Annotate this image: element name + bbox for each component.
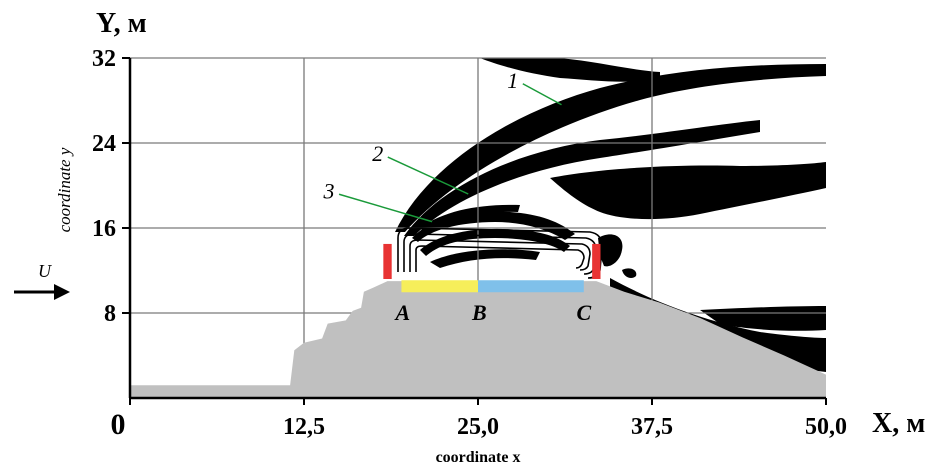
x-tick-label: 25,0 — [457, 414, 499, 440]
x-axis-unit-label: X, м — [872, 408, 925, 439]
walls — [383, 243, 601, 279]
point-label: A — [393, 300, 410, 325]
y-tick-label: 32 — [92, 46, 116, 72]
band-upper — [395, 64, 826, 232]
band-blob-c — [598, 234, 623, 267]
x-tick-label: 0 — [111, 408, 126, 441]
point-label: B — [471, 300, 487, 325]
wall — [383, 243, 392, 279]
streamline — [409, 239, 591, 272]
point-labels: A B C — [393, 300, 591, 325]
x-tick-label: 12,5 — [283, 414, 325, 440]
segments — [401, 280, 584, 293]
y-tick-label: 8 — [104, 301, 116, 327]
point-label: C — [576, 300, 591, 325]
plot-area — [128, 57, 826, 400]
curve-leader-line — [522, 83, 562, 106]
curve-label: 1 — [507, 68, 518, 93]
y-axis-title: coordinate y — [55, 147, 74, 232]
curve-leader-line — [387, 156, 469, 195]
y-tick-label: 16 — [92, 216, 116, 242]
curve-leader-line — [338, 193, 433, 223]
streamline — [403, 233, 597, 275]
band-upper-arc-3 — [420, 204, 520, 234]
segment-AB — [401, 280, 478, 293]
curve-label: 3 — [323, 178, 335, 203]
band-inner-2 — [430, 249, 540, 268]
terrain-profile — [130, 281, 826, 398]
y-axis-unit-label: Y, м — [96, 8, 147, 39]
x-axis-title: coordinate x — [436, 449, 521, 466]
y-tick-label: 24 — [92, 131, 116, 157]
x-tick-label: 50,0 — [805, 414, 847, 440]
curve-label: 2 — [372, 141, 383, 166]
band-top-right-blob — [480, 58, 660, 82]
flow-label: U — [38, 261, 52, 281]
flow-arrow — [14, 284, 70, 300]
x-tick-label: 37,5 — [631, 414, 673, 440]
curve-labels: 1 2 3 — [323, 68, 562, 223]
streamline — [415, 245, 585, 272]
band-right-upper — [700, 306, 826, 331]
segment-BC — [478, 280, 584, 293]
wall — [592, 243, 601, 279]
band-middle — [550, 162, 826, 220]
contour-bands — [395, 58, 826, 372]
band-right-lower — [610, 278, 826, 372]
band-small-blob — [622, 268, 637, 278]
